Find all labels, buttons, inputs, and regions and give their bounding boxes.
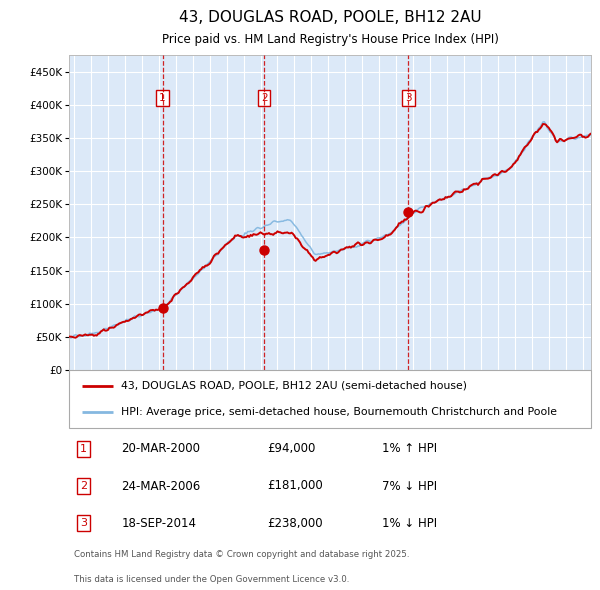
Text: £94,000: £94,000: [268, 442, 316, 455]
Text: 43, DOUGLAS ROAD, POOLE, BH12 2AU (semi-detached house): 43, DOUGLAS ROAD, POOLE, BH12 2AU (semi-…: [121, 381, 467, 391]
Text: 24-MAR-2006: 24-MAR-2006: [121, 480, 200, 493]
Text: 1: 1: [80, 444, 87, 454]
Text: 43, DOUGLAS ROAD, POOLE, BH12 2AU: 43, DOUGLAS ROAD, POOLE, BH12 2AU: [179, 9, 481, 25]
FancyBboxPatch shape: [69, 370, 591, 428]
Text: HPI: Average price, semi-detached house, Bournemouth Christchurch and Poole: HPI: Average price, semi-detached house,…: [121, 407, 557, 417]
Text: 2: 2: [80, 481, 87, 491]
Text: 1% ↑ HPI: 1% ↑ HPI: [382, 442, 437, 455]
Text: 1: 1: [159, 93, 166, 103]
Text: 3: 3: [405, 93, 412, 103]
Text: £181,000: £181,000: [268, 480, 323, 493]
Text: This data is licensed under the Open Government Licence v3.0.: This data is licensed under the Open Gov…: [74, 575, 350, 584]
Text: Price paid vs. HM Land Registry's House Price Index (HPI): Price paid vs. HM Land Registry's House …: [161, 34, 499, 47]
Text: 7% ↓ HPI: 7% ↓ HPI: [382, 480, 437, 493]
Text: 3: 3: [80, 518, 87, 528]
Text: £238,000: £238,000: [268, 517, 323, 530]
Text: Contains HM Land Registry data © Crown copyright and database right 2025.: Contains HM Land Registry data © Crown c…: [74, 550, 410, 559]
Text: 1% ↓ HPI: 1% ↓ HPI: [382, 517, 437, 530]
Text: 2: 2: [261, 93, 268, 103]
Text: 18-SEP-2014: 18-SEP-2014: [121, 517, 196, 530]
Text: 20-MAR-2000: 20-MAR-2000: [121, 442, 200, 455]
